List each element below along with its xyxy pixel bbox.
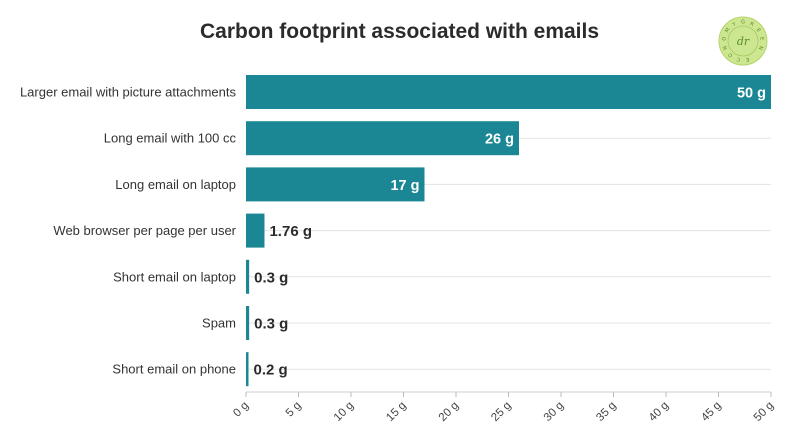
svg-text:dr: dr	[737, 35, 750, 48]
data-label: 0.3 g	[254, 316, 288, 333]
bar	[246, 121, 519, 156]
logo-letter: E	[758, 37, 764, 41]
data-label: 0.3 g	[254, 269, 288, 286]
x-tick-label: 5 g	[284, 400, 304, 420]
bar	[246, 352, 249, 387]
x-tick-label: 40 g	[647, 400, 671, 424]
bar	[246, 167, 425, 202]
x-tick-label: 0 g	[231, 400, 251, 420]
logo-letter: C	[736, 56, 741, 63]
logo-letter: O	[721, 36, 727, 41]
x-tick-label: 20 g	[437, 400, 461, 424]
category-label: Long email on laptop	[115, 177, 236, 192]
data-label: 0.2 g	[254, 362, 288, 379]
x-tick-label: 50 g	[752, 400, 776, 424]
logo-letter: O	[727, 51, 734, 58]
bar	[246, 75, 771, 109]
logo-letter: M	[724, 27, 731, 34]
data-label: 26 g	[485, 132, 514, 148]
x-tick-label: 35 g	[594, 400, 618, 424]
category-label: Long email with 100 cc	[104, 131, 237, 146]
category-label: Larger email with picture attachments	[20, 85, 237, 100]
data-label: 1.76 g	[269, 223, 312, 240]
x-tick-label: 15 g	[384, 400, 408, 424]
bar	[246, 213, 265, 248]
x-tick-label: 10 g	[332, 400, 356, 424]
logo-letter: N	[722, 45, 729, 51]
bar	[246, 259, 250, 294]
chart-title: Carbon footprint associated with emails	[199, 20, 600, 43]
category-label: Short email on phone	[112, 362, 236, 377]
bar	[246, 306, 250, 340]
logo-letter: G	[741, 20, 745, 26]
category-label: Short email on laptop	[113, 269, 236, 284]
logo-letter: E	[755, 27, 762, 33]
logo-letter: E	[745, 56, 750, 63]
category-label: Web browser per page per user	[53, 223, 236, 238]
x-tick-label: 25 g	[489, 400, 513, 424]
x-tick-label: 45 g	[699, 400, 723, 424]
category-label: Spam	[202, 316, 236, 331]
logo-letter: N	[757, 45, 764, 51]
data-label: 50 g	[737, 86, 766, 102]
logo-letter: Y	[731, 21, 738, 29]
logo-letter: R	[749, 21, 755, 28]
x-tick-label: 30 g	[542, 400, 566, 424]
data-label: 17 g	[390, 178, 419, 194]
